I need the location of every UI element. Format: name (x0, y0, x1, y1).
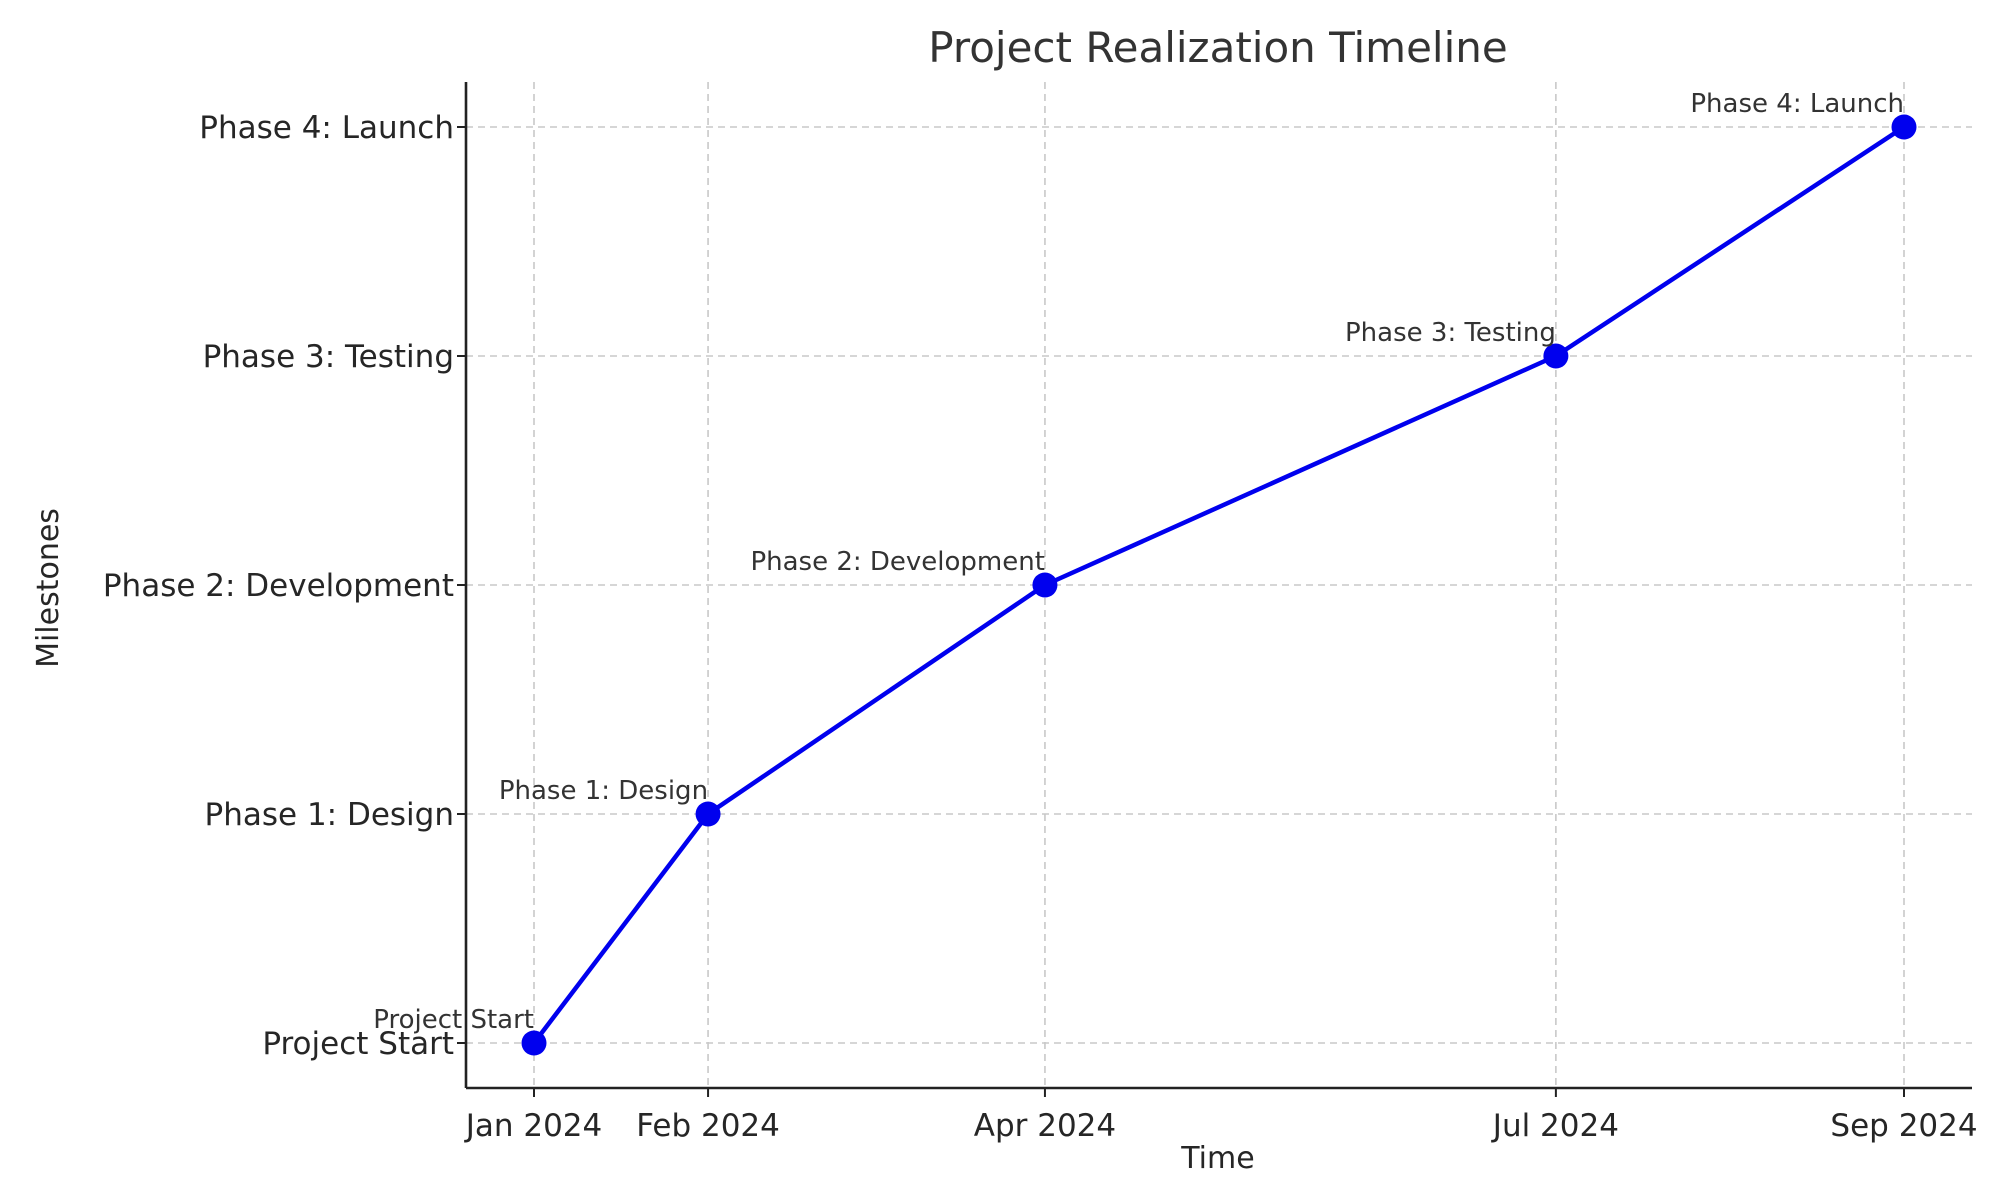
x-tick-label: Feb 2024 (636, 1108, 780, 1144)
point-labels: Project Start Phase 1: Design Phase 2: Dev… (373, 89, 1904, 1035)
data-point (1543, 343, 1569, 369)
data-point-label: Phase 4: Launch (1690, 89, 1904, 119)
y-axis-label: Milestones (31, 508, 66, 668)
data-point (695, 801, 721, 827)
y-tick-labels: Project Start Phase 1: Design Phase 2: Dev… (103, 110, 454, 1062)
series-line (531, 124, 1907, 1046)
y-tick-label: Phase 4: Launch (199, 110, 454, 146)
grid (466, 82, 1972, 1088)
data-point-label: Phase 1: Design (499, 776, 708, 806)
x-axis-label: Time (1180, 1141, 1254, 1176)
data-point-label: Phase 3: Testing (1345, 318, 1556, 348)
y-tick-label: Phase 2: Development (103, 568, 454, 604)
y-tick-label: Phase 3: Testing (203, 339, 454, 375)
data-point-label: Phase 2: Development (750, 547, 1045, 577)
x-tick-label: Jul 2024 (1491, 1108, 1619, 1144)
chart-title: Project Realization Timeline (928, 23, 1507, 72)
x-tick-label: Sep 2024 (1830, 1108, 1977, 1144)
data-point (1032, 572, 1058, 598)
y-tick-label: Project Start (262, 1026, 454, 1062)
x-tick-label: Apr 2024 (974, 1108, 1116, 1144)
data-point (1891, 114, 1917, 140)
x-tick-labels: Jan 2024 Feb 2024 Apr 2024 Jul 2024 Sep 2024 (464, 1108, 1978, 1144)
data-point (521, 1030, 547, 1056)
series (521, 114, 1917, 1056)
y-tick-label: Phase 1: Design (205, 797, 454, 833)
data-point-label: Project Start (373, 1005, 534, 1035)
ticks (457, 126, 1905, 1097)
x-tick-label: Jan 2024 (464, 1108, 603, 1144)
